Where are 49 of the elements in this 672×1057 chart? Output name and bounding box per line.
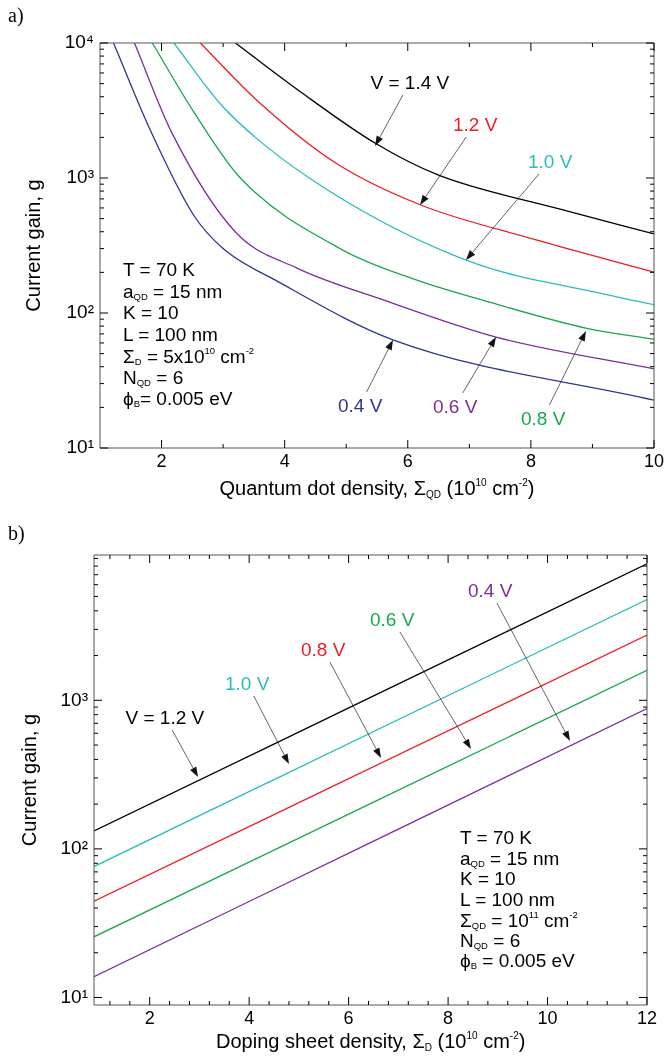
- y-tick-label: 10³: [66, 166, 94, 188]
- chart-title: b): [8, 522, 25, 545]
- x-tick-label: 4: [244, 1007, 255, 1028]
- x-tick-label: 6: [402, 450, 413, 471]
- chart-title: a): [8, 4, 24, 27]
- annotation: a$_{QD}$ = 15 nm: [460, 847, 560, 869]
- annotation: V = 1.4 V: [370, 71, 450, 93]
- x-tick-label: 2: [156, 450, 167, 471]
- x-tick-label: 10: [537, 1007, 558, 1028]
- annotation: K = 10: [460, 868, 516, 889]
- y-tick-label: 10¹: [60, 985, 88, 1007]
- y-axis-title: Current gain, g: [17, 713, 40, 847]
- annotation: 1.0 V: [225, 672, 270, 694]
- x-tick-label: 8: [443, 1007, 454, 1028]
- x-axis-title: Doping sheet density, Σ$_{D}$ (10$^{10}$ cm$^{-2}$): [216, 1030, 526, 1053]
- annotation: ϕ$_{B}$ = 0.005 eV: [460, 950, 575, 972]
- annotation: L = 100 nm: [123, 323, 218, 345]
- annotation: 0.8 V: [301, 638, 346, 660]
- annotation: 0.8 V: [521, 407, 566, 429]
- annotation: ϕ$_{B}$= 0.005 eV: [123, 388, 233, 410]
- line-series: [199, 43, 654, 273]
- annotation: K = 10: [123, 302, 179, 323]
- annotation: 1.0 V: [528, 150, 573, 172]
- annotation: T = 70 K: [123, 259, 196, 280]
- annotation: 0.4 V: [338, 394, 383, 416]
- y-axis-title: Current gain, g: [21, 179, 44, 312]
- annotation: T = 70 K: [460, 827, 533, 848]
- y-tick-label: 10³: [60, 688, 88, 710]
- y-tick-label: 10²: [66, 301, 94, 323]
- annotation: V = 1.2 V: [125, 706, 205, 728]
- annotation: 0.6 V: [370, 608, 415, 630]
- y-tick-label: 10²: [60, 837, 88, 859]
- x-tick-label: 8: [525, 450, 536, 471]
- annotation: Σ$_{QD}$ = 10$^{11}$ cm$^{-2}$: [460, 909, 578, 931]
- x-axis-title: Quantum dot density, Σ$_{QD}$ (10$^{10}$ cm$^{-2}$): [219, 477, 535, 500]
- annotation: a$_{QD}$ = 15 nm: [123, 280, 223, 302]
- annotation: 0.6 V: [433, 395, 478, 417]
- x-tick-label: 6: [343, 1007, 354, 1028]
- annotation: 0.4 V: [468, 579, 513, 601]
- annotation: L = 100 nm: [460, 888, 555, 910]
- x-tick-label: 12: [636, 1007, 658, 1028]
- x-tick-label: 2: [144, 1007, 155, 1028]
- x-tick-label: 10: [643, 450, 665, 471]
- y-tick-label: 10⁴: [64, 31, 94, 53]
- annotation: Σ$_{D}$ = 5x10$^{10}$ cm$^{-2}$: [123, 345, 255, 367]
- annotation: 1.2 V: [453, 113, 498, 135]
- x-tick-label: 4: [279, 450, 290, 471]
- y-tick-label: 10¹: [66, 436, 94, 458]
- annotation: N$_{QD}$ = 6: [123, 366, 184, 388]
